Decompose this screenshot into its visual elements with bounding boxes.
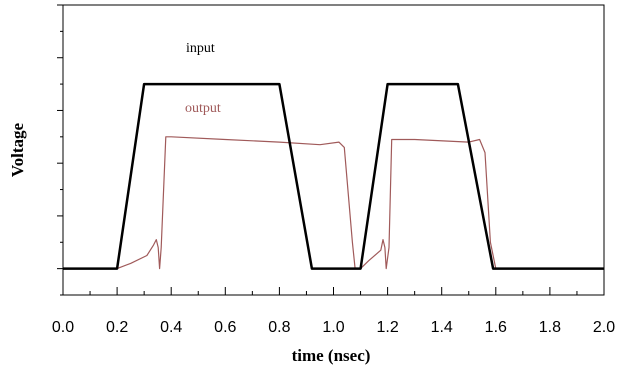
x-tick-label: 0.6 bbox=[214, 319, 236, 336]
series-line-output bbox=[63, 136, 604, 270]
series-lines bbox=[63, 82, 604, 270]
x-tick-label: 1.8 bbox=[539, 319, 561, 336]
x-tick-label: 1.4 bbox=[431, 319, 453, 336]
y-axis-title: Voltage bbox=[8, 122, 27, 177]
x-tick-label: 1.0 bbox=[322, 319, 344, 336]
x-tick-label: 0.0 bbox=[52, 319, 74, 336]
plot-frame bbox=[62, 4, 605, 296]
series-line-input bbox=[63, 82, 604, 270]
x-tick-label: 1.2 bbox=[376, 319, 398, 336]
x-tick-label: 1.6 bbox=[485, 319, 507, 336]
x-tick-label: 0.4 bbox=[160, 319, 182, 336]
x-tick-label: 0.2 bbox=[106, 319, 128, 336]
series-label-output: output bbox=[185, 101, 221, 116]
x-tick-label: 0.8 bbox=[268, 319, 290, 336]
x-axis-title: time (nsec) bbox=[292, 346, 371, 365]
x-axis-ticks bbox=[62, 287, 605, 295]
series-label-input: input bbox=[186, 41, 215, 56]
x-axis-tick-labels: 0.0 0.2 0.4 0.6 0.8 1.0 1.2 1.4 1.6 1.8 2.0 bbox=[52, 319, 615, 336]
y-axis-ticks bbox=[57, 4, 63, 296]
x-tick-label: 2.0 bbox=[593, 319, 615, 336]
